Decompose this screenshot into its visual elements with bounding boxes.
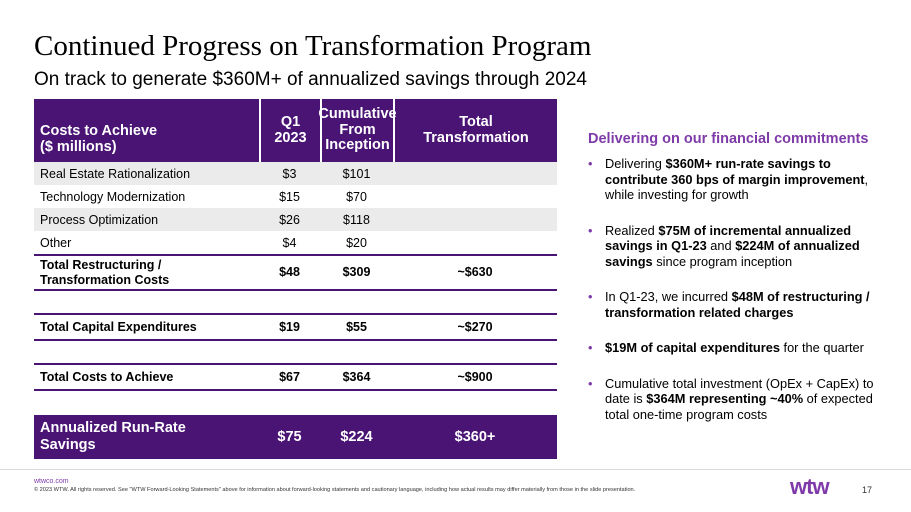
- bullet-text: , while investing for growth: [605, 171, 869, 203]
- bullet-bold-text: $360M+ run-rate savings to contribute 36…: [605, 156, 865, 187]
- column-header-label: Costs to Achieve ($ millions): [40, 122, 158, 155]
- list-item: • Realized $75M of incremental annualize…: [588, 223, 888, 270]
- bullet-icon: •: [588, 222, 593, 238]
- row-label: Total Restructuring / Transformation Cos…: [40, 257, 170, 287]
- row-q1-value: $19: [279, 320, 300, 334]
- bullet-text: Delivering: [605, 156, 666, 171]
- commitments-heading: Delivering on our financial commitments: [588, 131, 869, 147]
- column-header-label: Total Transformation: [423, 113, 529, 146]
- bullet-icon: •: [588, 340, 593, 355]
- bullet-text: for the quarter: [779, 340, 864, 355]
- row-label: Total Costs to Achieve: [40, 370, 174, 384]
- costs-table: Costs to Achieve ($ millions) Q1 2023 Cu…: [34, 99, 557, 459]
- footer-site-link[interactable]: wtwco.com: [34, 478, 69, 485]
- row-total-value: $360+: [454, 428, 496, 445]
- bullet-bold-text: $19M of capital expenditures: [605, 340, 780, 355]
- bullet-icon: •: [588, 375, 593, 391]
- row-label: Total Capital Expenditures: [40, 320, 197, 334]
- column-header-costs: Costs to Achieve ($ millions): [34, 99, 259, 162]
- total-capex-row: Total Capital Expenditures $19 $55 ~$270: [34, 313, 557, 341]
- row-cumulative-value: $20: [346, 235, 367, 250]
- row-q1-value: $75: [277, 428, 302, 445]
- row-q1-value: $26: [279, 212, 300, 227]
- bullet-bold-text: $48M of restructuring / transformation r…: [605, 289, 870, 320]
- bullet-text: Cumulative total investment (OpEx + CapE…: [605, 375, 874, 407]
- column-header-label: Cumulative From Inception: [318, 105, 397, 154]
- list-item: • In Q1-23, we incurred $48M of restruct…: [588, 289, 888, 320]
- table-row: Technology Modernization $15 $70: [34, 185, 557, 208]
- bullet-text: In Q1-23, we incurred: [605, 289, 732, 304]
- footer-copyright: © 2023 WTW. All rights reserved. See "WT…: [34, 487, 636, 493]
- row-q1-value: $67: [279, 370, 300, 384]
- table-row: Real Estate Rationalization $3 $101: [34, 162, 557, 185]
- table-row: Other $4 $20: [34, 231, 557, 254]
- wtw-logo: wtw: [790, 474, 830, 499]
- row-q1-value: $48: [279, 265, 300, 279]
- row-label: Annualized Run-Rate Savings: [40, 420, 186, 453]
- bullet-bold-text: $224M of annualized savings: [605, 238, 860, 269]
- page-title: Continued Progress on Transformation Pro…: [34, 30, 592, 62]
- bullet-text: since program inception: [652, 253, 793, 269]
- table-spacer: [34, 291, 557, 313]
- table-row: Process Optimization $26 $118: [34, 208, 557, 231]
- page-number: 17: [862, 485, 873, 495]
- bullet-bold-text: $364M representing ~40%: [646, 391, 804, 406]
- list-item: • $19M of capital expenditures for the q…: [588, 340, 888, 356]
- row-label: Technology Modernization: [40, 189, 186, 204]
- bullet-icon: •: [588, 289, 593, 304]
- total-restructuring-row: Total Restructuring / Transformation Cos…: [34, 254, 557, 291]
- row-cumulative-value: $55: [346, 320, 367, 334]
- row-label: Process Optimization: [40, 212, 159, 227]
- footer-divider: [0, 469, 911, 470]
- bullet-text: of expected total one-time program costs: [605, 391, 873, 422]
- row-cumulative-value: $70: [346, 189, 367, 204]
- row-cumulative-value: $224: [340, 428, 373, 445]
- row-q1-value: $15: [279, 189, 300, 204]
- list-item: • Cumulative total investment (OpEx + Ca…: [588, 376, 888, 423]
- row-cumulative-value: $364: [342, 370, 371, 384]
- row-label: Real Estate Rationalization: [40, 166, 191, 181]
- row-q1-value: $3: [282, 166, 297, 181]
- column-header-total: Total Transformation: [393, 99, 557, 162]
- row-total-value: ~$270: [457, 320, 493, 334]
- column-header-label: Q1 2023: [274, 113, 307, 146]
- row-total-value: ~$900: [457, 370, 493, 384]
- column-header-cumulative: Cumulative From Inception: [318, 99, 397, 162]
- row-cumulative-value: $309: [342, 265, 371, 279]
- row-q1-value: $4: [282, 235, 297, 250]
- row-cumulative-value: $101: [342, 166, 371, 181]
- table-header-row: Costs to Achieve ($ millions) Q1 2023 Cu…: [34, 99, 557, 162]
- table-spacer: [34, 391, 557, 415]
- bullet-icon: •: [588, 156, 593, 171]
- table-spacer: [34, 341, 557, 363]
- bullet-text: Realized: [605, 222, 659, 238]
- total-costs-row: Total Costs to Achieve $67 $364 ~$900: [34, 363, 557, 391]
- annualized-savings-row: Annualized Run-Rate Savings $75 $224 $36…: [34, 415, 557, 459]
- row-label: Other: [40, 235, 72, 250]
- page-subtitle: On track to generate $360M+ of annualize…: [34, 69, 587, 90]
- column-header-q1: Q1 2023: [259, 99, 320, 162]
- bullet-text: and: [706, 238, 736, 253]
- row-cumulative-value: $118: [343, 212, 370, 227]
- bullet-bold-text: $75M of incremental annualized savings i…: [605, 222, 852, 254]
- row-total-value: ~$630: [457, 265, 493, 279]
- list-item: • Delivering $360M+ run-rate savings to …: [588, 156, 888, 203]
- commitments-list: • Delivering $360M+ run-rate savings to …: [588, 156, 888, 422]
